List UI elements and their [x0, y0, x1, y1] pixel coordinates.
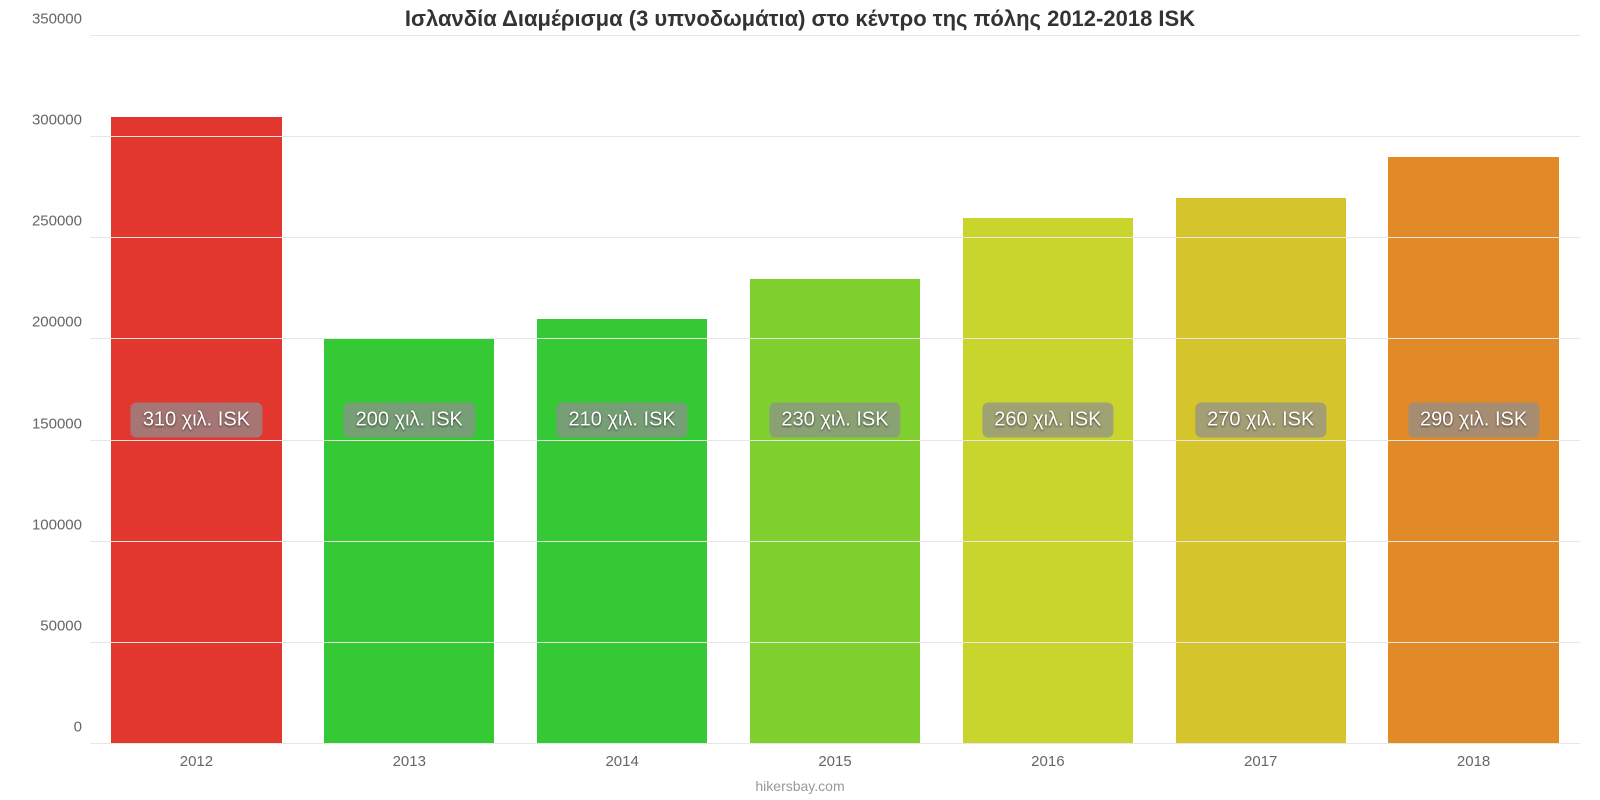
gridline [90, 338, 1580, 339]
x-axis: 2012201320142015201620172018 [90, 753, 1580, 770]
y-tick-label: 50000 [40, 617, 90, 634]
bar-value-badge: 290 χιλ. ISK [1408, 403, 1539, 438]
y-tick-label: 0 [74, 719, 90, 736]
x-tick-label: 2017 [1154, 753, 1367, 770]
bar-value-badge: 260 χιλ. ISK [982, 403, 1113, 438]
y-tick-label: 100000 [32, 516, 90, 533]
attribution: hikersbay.com [0, 778, 1600, 794]
gridline [90, 237, 1580, 238]
x-tick-label: 2016 [941, 753, 1154, 770]
x-tick-label: 2018 [1367, 753, 1580, 770]
chart-title: Ισλανδία Διαμέρισμα (3 υπνοδωμάτια) στο … [0, 0, 1600, 32]
gridline [90, 136, 1580, 137]
bar [1176, 198, 1346, 744]
bar-value-badge: 270 χιλ. ISK [1195, 403, 1326, 438]
bar-slot: 270 χιλ. ISK [1154, 36, 1367, 744]
bar-value-badge: 310 χιλ. ISK [131, 403, 262, 438]
bar [324, 339, 494, 744]
y-tick-label: 150000 [32, 415, 90, 432]
x-tick-label: 2015 [729, 753, 942, 770]
bar [537, 319, 707, 744]
x-tick-label: 2014 [516, 753, 729, 770]
gridline [90, 35, 1580, 36]
bar [750, 279, 920, 744]
gridline [90, 743, 1580, 744]
gridline [90, 440, 1580, 441]
bars-container: 310 χιλ. ISK 200 χιλ. ISK 210 χιλ. ISK 230 … [90, 36, 1580, 744]
bar [1388, 157, 1558, 744]
bar-slot: 210 χιλ. ISK [516, 36, 729, 744]
gridline [90, 541, 1580, 542]
bar-slot: 230 χιλ. ISK [729, 36, 942, 744]
y-tick-label: 200000 [32, 314, 90, 331]
x-tick-label: 2012 [90, 753, 303, 770]
bar-value-badge: 200 χιλ. ISK [344, 403, 475, 438]
bar-slot: 290 χιλ. ISK [1367, 36, 1580, 744]
bar [963, 218, 1133, 744]
bar-slot: 260 χιλ. ISK [941, 36, 1154, 744]
plot-area: 310 χιλ. ISK 200 χιλ. ISK 210 χιλ. ISK 230 … [90, 36, 1580, 744]
gridline [90, 642, 1580, 643]
bar-value-badge: 210 χιλ. ISK [557, 403, 688, 438]
bar-slot: 200 χιλ. ISK [303, 36, 516, 744]
x-tick-label: 2013 [303, 753, 516, 770]
y-tick-label: 300000 [32, 112, 90, 129]
bar-value-badge: 230 χιλ. ISK [769, 403, 900, 438]
y-tick-label: 250000 [32, 213, 90, 230]
y-tick-label: 350000 [32, 11, 90, 28]
bar-chart: Ισλανδία Διαμέρισμα (3 υπνοδωμάτια) στο … [0, 0, 1600, 800]
bar-slot: 310 χιλ. ISK [90, 36, 303, 744]
